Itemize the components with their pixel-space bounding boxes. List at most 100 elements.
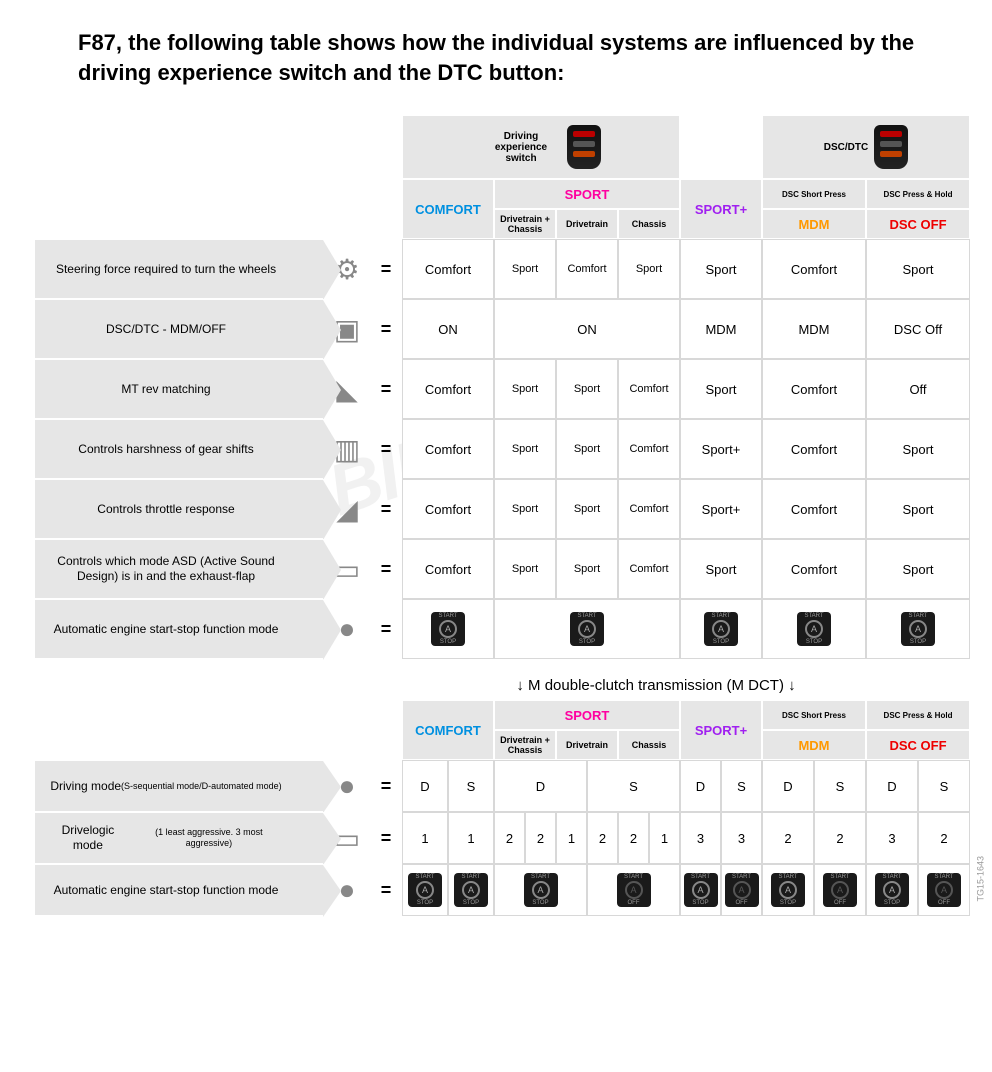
start-stop-icon: STARTAOFF (823, 873, 857, 907)
table-cell: Comfort (402, 359, 494, 419)
table-cell: 2 (814, 812, 866, 864)
table-cell: Sport (494, 419, 556, 479)
table-cell: STARTASTOP (866, 864, 918, 916)
table-cell: Comfort (762, 539, 866, 599)
table-cell: 2 (525, 812, 556, 864)
table-cell: Comfort (762, 419, 866, 479)
table-cell: DSC Off (866, 299, 970, 359)
table-cell: STARTASTOP (494, 599, 680, 659)
table-cell: 2 (587, 812, 618, 864)
table-cell: STARTASTOP (680, 599, 762, 659)
hdr-dsc-short: DSC Short Press (762, 179, 866, 209)
table-cell: Comfort (618, 419, 680, 479)
table-cell: Comfort (762, 239, 866, 299)
table-cell: ON (402, 299, 494, 359)
table-cell: STARTAOFF (814, 864, 866, 916)
table-cell: Sport (680, 239, 762, 299)
start-stop-icon: STARTASTOP (875, 873, 909, 907)
table-cell: Sport (494, 239, 556, 299)
table-cell: Sport (618, 239, 680, 299)
table-cell: Sport (556, 419, 618, 479)
table-cell: Sport (556, 479, 618, 539)
table-cell: 2 (762, 812, 814, 864)
table-cell: Sport (494, 539, 556, 599)
table-cell: 3 (866, 812, 918, 864)
hdr-sportplus: SPORT+ (680, 179, 762, 239)
table-cell: 2 (918, 812, 970, 864)
table-cell: Comfort (402, 419, 494, 479)
table-cell: STARTASTOP (402, 864, 448, 916)
table-cell: Comfort (618, 479, 680, 539)
start-stop-icon: STARTAOFF (927, 873, 961, 907)
table-cell: STARTASTOP (494, 864, 587, 916)
table-cell: STARTASTOP (680, 864, 721, 916)
hdr-sub-drivetrain: Drivetrain (556, 209, 618, 239)
table-cell: Sport+ (680, 479, 762, 539)
hdr2-sport: SPORT (494, 700, 680, 730)
bottom-table: COMFORT SPORT SPORT+ DSC Short Press DSC… (34, 700, 962, 916)
hdr-sub-chassis: Chassis (618, 209, 680, 239)
table-cell: Sport (866, 539, 970, 599)
hdr2-sub-dt: Drivetrain (556, 730, 618, 760)
equals-sign: = (370, 359, 402, 419)
row-label: Controls throttle response (34, 479, 324, 539)
table-cell: STARTASTOP (448, 864, 494, 916)
table-cell: D (494, 760, 587, 812)
table-cell: Sport (556, 539, 618, 599)
table-cell: 1 (402, 812, 448, 864)
table-cell: Comfort (762, 479, 866, 539)
table-cell: Comfort (618, 539, 680, 599)
hdr2-dsc-short: DSC Short Press (762, 700, 866, 730)
row-label: DSC/DTC - MDM/OFF (34, 299, 324, 359)
equals-sign: = (370, 760, 402, 812)
table-cell: STARTASTOP (762, 864, 814, 916)
table-cell: Comfort (402, 479, 494, 539)
table-cell: S (814, 760, 866, 812)
hdr2-dscoff: DSC OFF (866, 730, 970, 760)
hdr-mdm: MDM (762, 209, 866, 239)
equals-sign: = (370, 539, 402, 599)
row-label: Driving mode(S-sequential mode/D-automat… (34, 760, 324, 812)
table-cell: Sport (680, 359, 762, 419)
table-cell: STARTASTOP (866, 599, 970, 659)
start-stop-icon: STARTASTOP (704, 612, 738, 646)
hdr2-dsc-hold: DSC Press & Hold (866, 700, 970, 730)
start-stop-icon: STARTASTOP (454, 873, 488, 907)
row-label: Automatic engine start-stop function mod… (34, 599, 324, 659)
table-cell: Sport (494, 359, 556, 419)
table-cell: 2 (494, 812, 525, 864)
table-cell: Comfort (556, 239, 618, 299)
start-stop-icon: STARTASTOP (431, 612, 465, 646)
table-cell: Sport+ (680, 419, 762, 479)
table-cell: S (721, 760, 762, 812)
table-cell: Off (866, 359, 970, 419)
start-stop-icon: STARTASTOP (570, 612, 604, 646)
row-label: Steering force required to turn the whee… (34, 239, 324, 299)
table-cell: MDM (762, 299, 866, 359)
start-stop-icon: STARTASTOP (901, 612, 935, 646)
table-cell: 1 (556, 812, 587, 864)
row-label: Drivelogic mode(1 least aggressive. 3 mo… (34, 812, 324, 864)
table-cell: Comfort (402, 539, 494, 599)
row-label: Controls which mode ASD (Active Sound De… (34, 539, 324, 599)
table-cell: STARTASTOP (762, 599, 866, 659)
equals-sign: = (370, 864, 402, 916)
switch-icon (567, 125, 601, 169)
equals-sign: = (370, 239, 402, 299)
table-cell: STARTASTOP (402, 599, 494, 659)
table-cell: D (402, 760, 448, 812)
table-cell: MDM (680, 299, 762, 359)
start-stop-icon: STARTASTOP (797, 612, 831, 646)
table-cell: Comfort (618, 359, 680, 419)
row-label: Controls harshness of gear shifts (34, 419, 324, 479)
hdr2-sub-dtch: Drivetrain + Chassis (494, 730, 556, 760)
hdr-dsc-hold: DSC Press & Hold (866, 179, 970, 209)
table-cell: Sport (556, 359, 618, 419)
hdr-sub-dtchassis: Drivetrain + Chassis (494, 209, 556, 239)
equals-sign: = (370, 419, 402, 479)
start-stop-icon: STARTASTOP (771, 873, 805, 907)
row-label: MT rev matching (34, 359, 324, 419)
table-cell: 1 (448, 812, 494, 864)
top-table: Driving experience switch DSC/DTC COMFOR… (34, 115, 962, 659)
corner-code: TG15-1643 (976, 856, 986, 902)
